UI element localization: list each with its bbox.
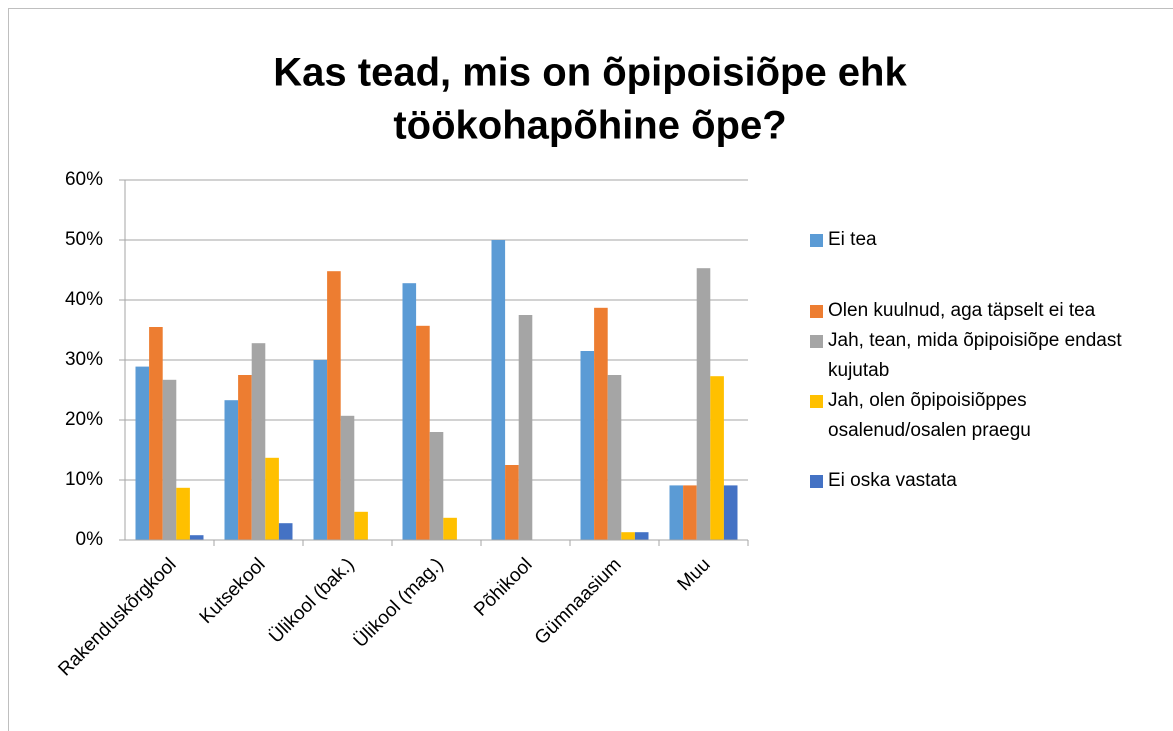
bar <box>162 379 177 540</box>
legend-item: Ei tea <box>810 225 1155 255</box>
bar <box>135 366 150 540</box>
bar <box>149 327 163 540</box>
bar <box>607 375 622 540</box>
bar <box>402 283 417 540</box>
chart-title: Kas tead, mis on õpipoisiõpe ehk <box>273 51 907 95</box>
bar <box>265 457 279 540</box>
legend-swatch <box>810 395 823 408</box>
legend-label: Olen kuulnud, aga täpselt ei tea <box>828 300 1096 321</box>
bar <box>696 268 711 540</box>
legend-swatch <box>810 305 823 318</box>
y-tick-label: 10% <box>65 469 103 490</box>
y-tick-label: 60% <box>65 169 103 190</box>
legend-swatch <box>810 234 823 247</box>
bar <box>327 271 341 540</box>
legend-swatch <box>810 335 823 348</box>
bar <box>710 376 724 540</box>
bar <box>580 351 595 540</box>
bar <box>505 465 519 540</box>
bar <box>683 485 697 540</box>
bar <box>429 432 444 540</box>
bar <box>594 307 608 540</box>
bar <box>518 315 533 540</box>
bar <box>340 415 355 540</box>
bar <box>189 535 204 540</box>
bar <box>416 325 430 540</box>
legend-item: Jah, olen õpipoisiõppes osalenud/osalen … <box>810 386 1155 446</box>
bar <box>251 343 266 540</box>
legend-item: Jah, tean, mida õpipoisiõpe endast kujut… <box>810 326 1155 386</box>
legend-label: Jah, olen õpipoisiõppes osalenud/osalen … <box>828 390 1031 441</box>
y-tick-label: 40% <box>65 289 103 310</box>
bar <box>354 511 368 540</box>
chart-title: töökohapõhine õpe? <box>393 104 786 148</box>
bar <box>634 532 649 540</box>
legend-swatch <box>810 475 823 488</box>
bar <box>443 517 457 540</box>
bar <box>723 485 738 540</box>
y-tick-label: 20% <box>65 409 103 430</box>
y-tick-label: 50% <box>65 229 103 250</box>
bar <box>491 240 506 540</box>
legend: Ei tea Olen kuulnud, aga täpselt ei tea Ja… <box>810 225 1155 496</box>
bar <box>176 487 190 540</box>
bar <box>313 360 328 540</box>
y-tick-label: 0% <box>76 529 104 550</box>
bar <box>238 375 252 540</box>
legend-label: Ei tea <box>828 229 877 250</box>
bar <box>278 523 293 540</box>
legend-item: Ei oska vastata <box>810 466 1155 496</box>
legend-item: Olen kuulnud, aga täpselt ei tea <box>810 296 1155 326</box>
y-tick-label: 30% <box>65 349 103 370</box>
legend-label: Ei oska vastata <box>828 470 957 491</box>
bar <box>621 532 635 540</box>
legend-label: Jah, tean, mida õpipoisiõpe endast kujut… <box>828 330 1122 381</box>
bar <box>224 400 239 540</box>
bar <box>669 485 684 540</box>
